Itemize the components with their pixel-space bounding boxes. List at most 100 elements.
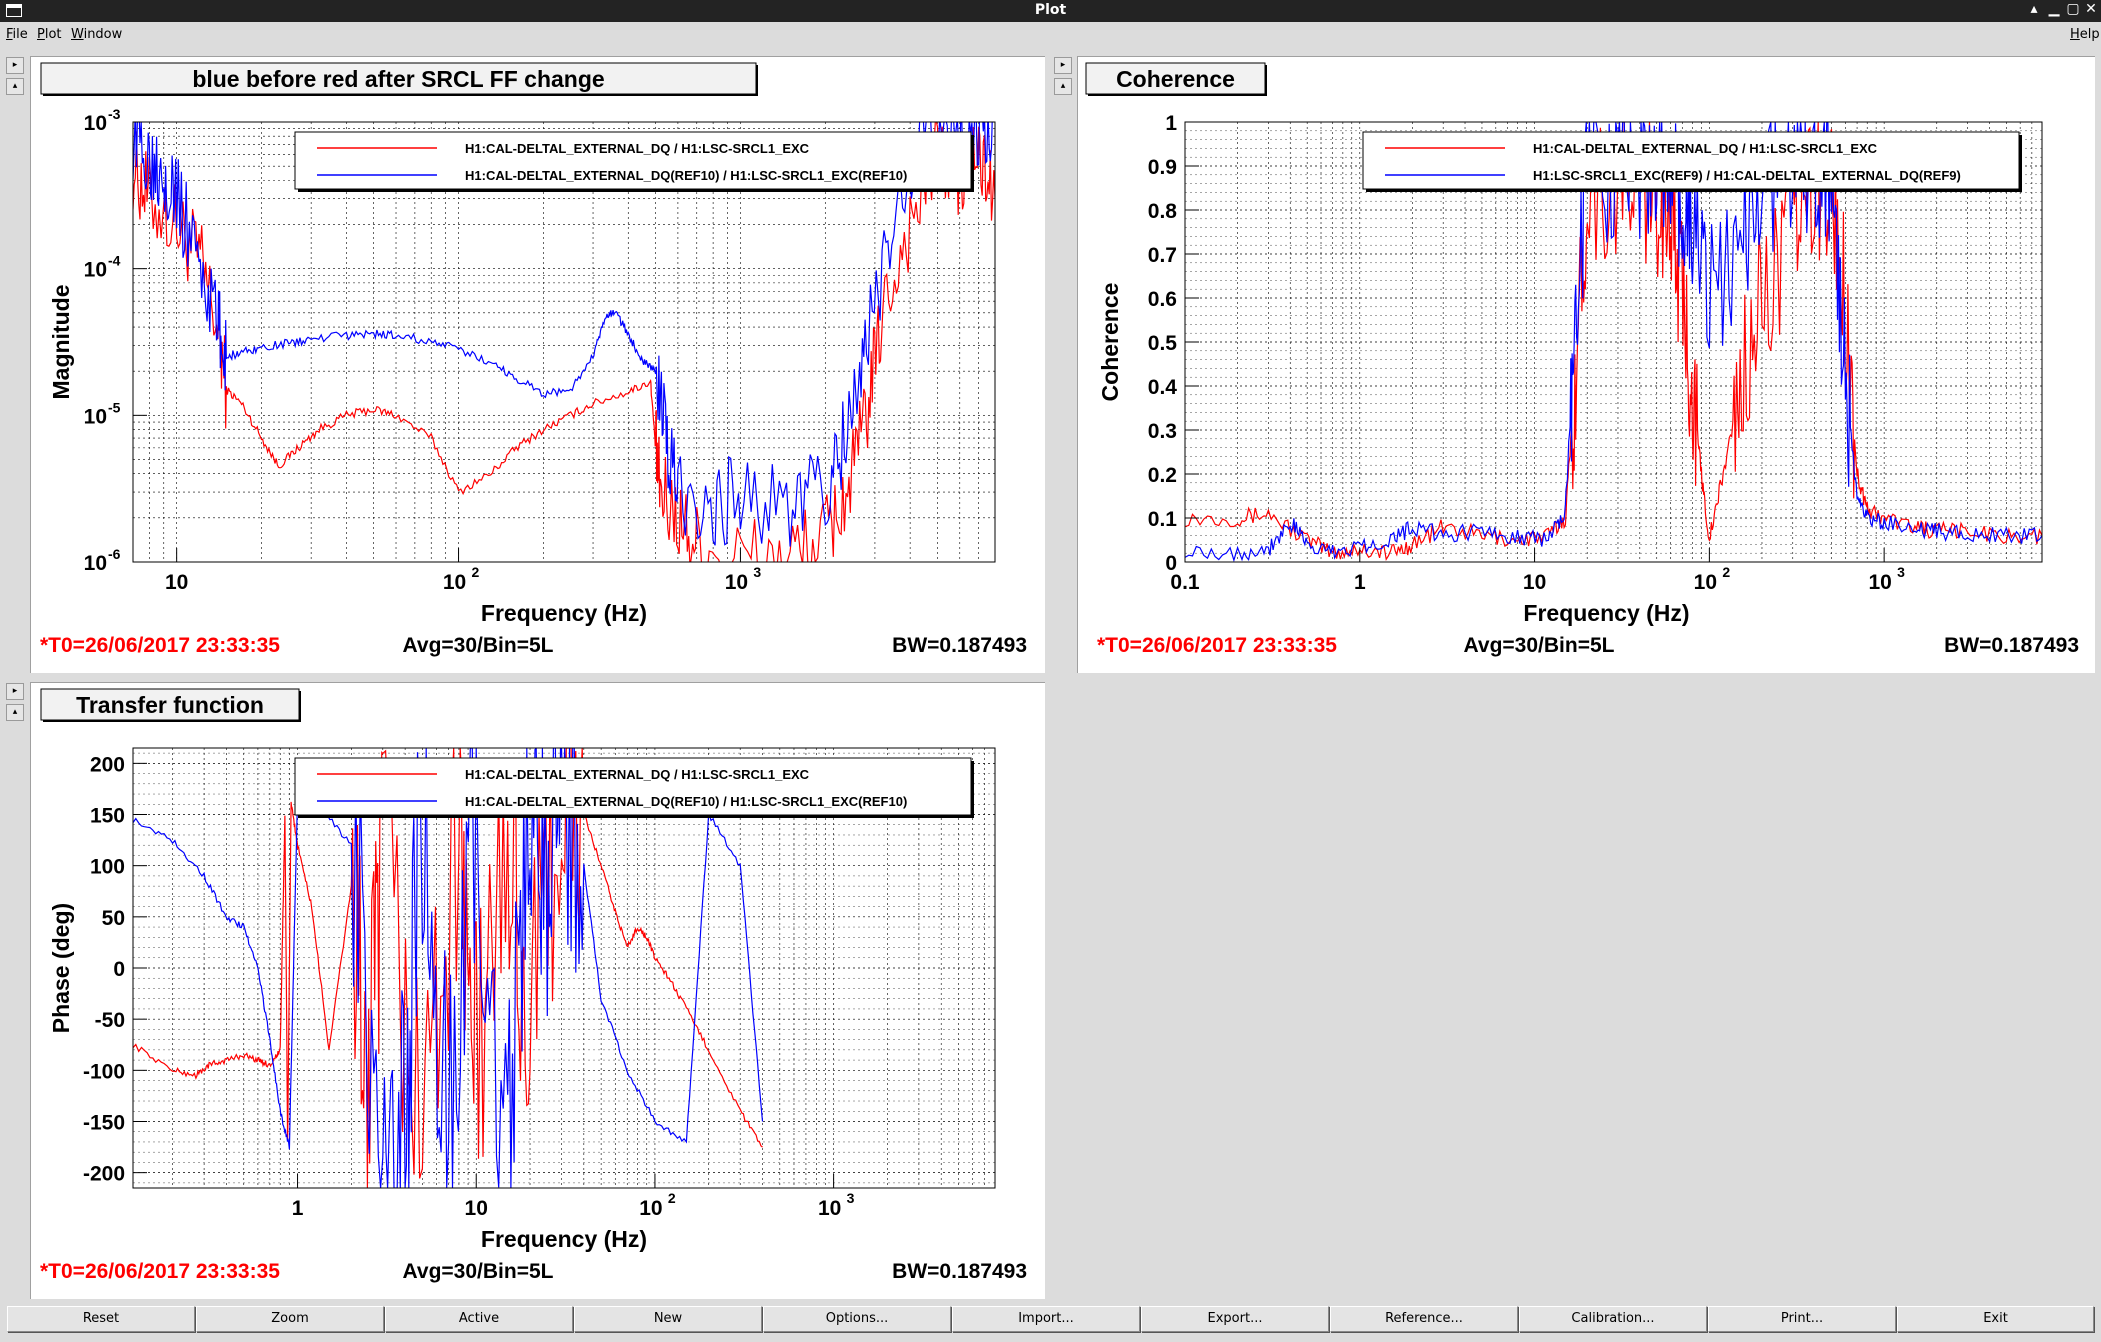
window-maximize-icon[interactable]: ▢ (2066, 1, 2080, 17)
x-tick-label: 10 (465, 1197, 488, 1220)
y-tick-label: 150 (90, 805, 125, 828)
y-tick-text: 0.7 (1148, 244, 1177, 267)
series-line-0 (1185, 122, 2042, 561)
x-tick-label: 10 3 (818, 1190, 855, 1220)
y-tick-label: 0.8 (1148, 200, 1178, 223)
y-tick-text: 0.1 (1148, 508, 1178, 531)
series-line-0 (133, 748, 763, 1188)
chart-title: blue before red after SRCL FF change (192, 66, 604, 92)
export-button[interactable]: Export... (1141, 1306, 1329, 1332)
pad3-collapse-button[interactable]: ▴ (6, 704, 24, 721)
y-tick-exp: -3 (108, 106, 121, 122)
y-tick-text: 0.8 (1148, 200, 1178, 223)
y-tick-text: -200 (83, 1163, 125, 1186)
x-tick-label: 10 3 (725, 564, 762, 594)
y-tick-label: 0.6 (1148, 288, 1177, 311)
legend: H1:CAL-DELTAL_EXTERNAL_DQ / H1:LSC-SRCL1… (1362, 131, 2022, 192)
active-button[interactable]: Active (385, 1306, 573, 1332)
menu-window[interactable]: Window (71, 27, 123, 42)
chart-title-box: Coherence (1085, 62, 1267, 96)
chart-svg-1: 0.1 1 10 10 2 10 300.10.20.30.40.50.60.70.80.9… (1085, 62, 2079, 657)
y-tick-label: 0 (1165, 552, 1177, 575)
x-tick-text: 1 (292, 1197, 304, 1220)
menu-help[interactable]: Help (2070, 27, 2100, 42)
footer-t0: *T0=26/06/2017 23:33:35 (1097, 634, 1337, 657)
y-tick-label: 10 -6 (84, 546, 121, 575)
footer-t0: *T0=26/06/2017 23:33:35 (40, 634, 280, 657)
x-tick-exp: 3 (753, 564, 761, 580)
y-tick-text: 0 (113, 958, 125, 981)
footer-bw: BW=0.187493 (892, 634, 1027, 657)
y-tick-label: 0.2 (1148, 464, 1177, 487)
legend: H1:CAL-DELTAL_EXTERNAL_DQ / H1:LSC-SRCL1… (294, 131, 974, 192)
chart-title-box: Transfer function (40, 688, 301, 722)
window-minimize-icon[interactable]: ▁ (2048, 1, 2060, 17)
x-tick-label: 10 2 (1694, 564, 1731, 594)
window-close-icon[interactable]: ✕ (2085, 1, 2097, 17)
legend: H1:CAL-DELTAL_EXTERNAL_DQ / H1:LSC-SRCL1… (294, 757, 974, 818)
exit-button[interactable]: Exit (1897, 1306, 2094, 1332)
x-tick-label: 10 2 (443, 564, 480, 594)
y-tick-text: 0.5 (1148, 332, 1178, 355)
y-tick-label: -150 (83, 1111, 125, 1134)
pad2-expand-button[interactable]: ▸ (1054, 57, 1072, 74)
new-button[interactable]: New (574, 1306, 762, 1332)
x-tick-label: 10 2 (639, 1190, 676, 1220)
x-tick-text: 0.1 (1170, 571, 1200, 594)
import-button[interactable]: Import... (952, 1306, 1140, 1332)
menu-plot[interactable]: Plot (37, 27, 62, 42)
y-tick-label: 200 (90, 753, 125, 776)
y-tick-exp: -5 (108, 399, 121, 415)
options-button[interactable]: Options... (763, 1306, 951, 1332)
y-tick-label: 0.7 (1148, 244, 1177, 267)
x-tick-text: 1 (1354, 571, 1366, 594)
y-axis-label: Magnitude (48, 285, 74, 400)
footer-bw: BW=0.187493 (892, 1260, 1027, 1283)
print-button[interactable]: Print... (1708, 1306, 1896, 1332)
footer-avg: Avg=30/Bin=5L (403, 634, 554, 657)
legend-entry: H1:CAL-DELTAL_EXTERNAL_DQ(REF10) / H1:LS… (465, 168, 907, 183)
y-tick-label: 0.1 (1148, 508, 1178, 531)
x-tick-label: 1 (1354, 571, 1366, 594)
x-tick-label: 1 (292, 1197, 304, 1220)
y-tick-text: 0.9 (1148, 156, 1177, 179)
x-tick-exp: 2 (668, 1190, 676, 1206)
reset-button[interactable]: Reset (7, 1306, 195, 1332)
magnitude-plot-pad[interactable]: 10 10 2 10 3 10 -6 10 -5 10 -4 10 -3 Frequency (Hz) Ma… (30, 56, 1045, 673)
pad2-collapse-button[interactable]: ▴ (1054, 78, 1072, 95)
y-tick-text: 100 (90, 856, 125, 879)
x-tick-base: 10 (639, 1197, 662, 1220)
y-tick-label: 0.9 (1148, 156, 1177, 179)
pad3-expand-button[interactable]: ▸ (6, 683, 24, 700)
y-tick-label: 50 (102, 907, 125, 930)
legend-entry: H1:LSC-SRCL1_EXC(REF9) / H1:CAL-DELTAL_E… (1533, 168, 1961, 183)
x-tick-label: 10 (1523, 571, 1546, 594)
y-tick-label: 10 -3 (84, 106, 121, 135)
series-1 (133, 122, 995, 547)
footer-avg: Avg=30/Bin=5L (1464, 634, 1615, 657)
pad1-expand-button[interactable]: ▸ (6, 57, 24, 74)
legend-entry: H1:CAL-DELTAL_EXTERNAL_DQ / H1:LSC-SRCL1… (465, 141, 810, 156)
x-tick-base: 10 (725, 571, 748, 594)
y-tick-label: 100 (90, 856, 125, 879)
grid (1184, 121, 2043, 563)
chart-title-box: blue before red after SRCL FF change (40, 62, 758, 96)
y-tick-text: 0.2 (1148, 464, 1177, 487)
footer-bw: BW=0.187493 (1944, 634, 2079, 657)
window-shade-icon[interactable]: ▴ (2030, 1, 2038, 17)
reference-button[interactable]: Reference... (1330, 1306, 1518, 1332)
x-tick-base: 10 (1694, 571, 1717, 594)
y-tick-text: 50 (102, 907, 125, 930)
y-tick-exp: -6 (108, 546, 121, 562)
coherence-plot-pad[interactable]: 0.1 1 10 10 2 10 3 0 0.1 0.2 0.3 0.4 0.5 0.6 0.7 0.8 0.9… (1077, 56, 2095, 673)
calibration-button[interactable]: Calibration... (1519, 1306, 1707, 1332)
y-tick-label: 10 -4 (84, 253, 121, 282)
y-tick-label: -50 (95, 1009, 125, 1032)
y-tick-text: 0.6 (1148, 288, 1177, 311)
menu-file[interactable]: File (6, 27, 28, 42)
y-tick-base: 10 (84, 259, 107, 282)
pad1-collapse-button[interactable]: ▴ (6, 78, 24, 95)
transfer-function-plot-pad[interactable]: 1 10 10 2 10 3 -200 -150 -100 -50 0 50 100 150 200 Freq… (30, 682, 1045, 1299)
zoom-button[interactable]: Zoom (196, 1306, 384, 1332)
